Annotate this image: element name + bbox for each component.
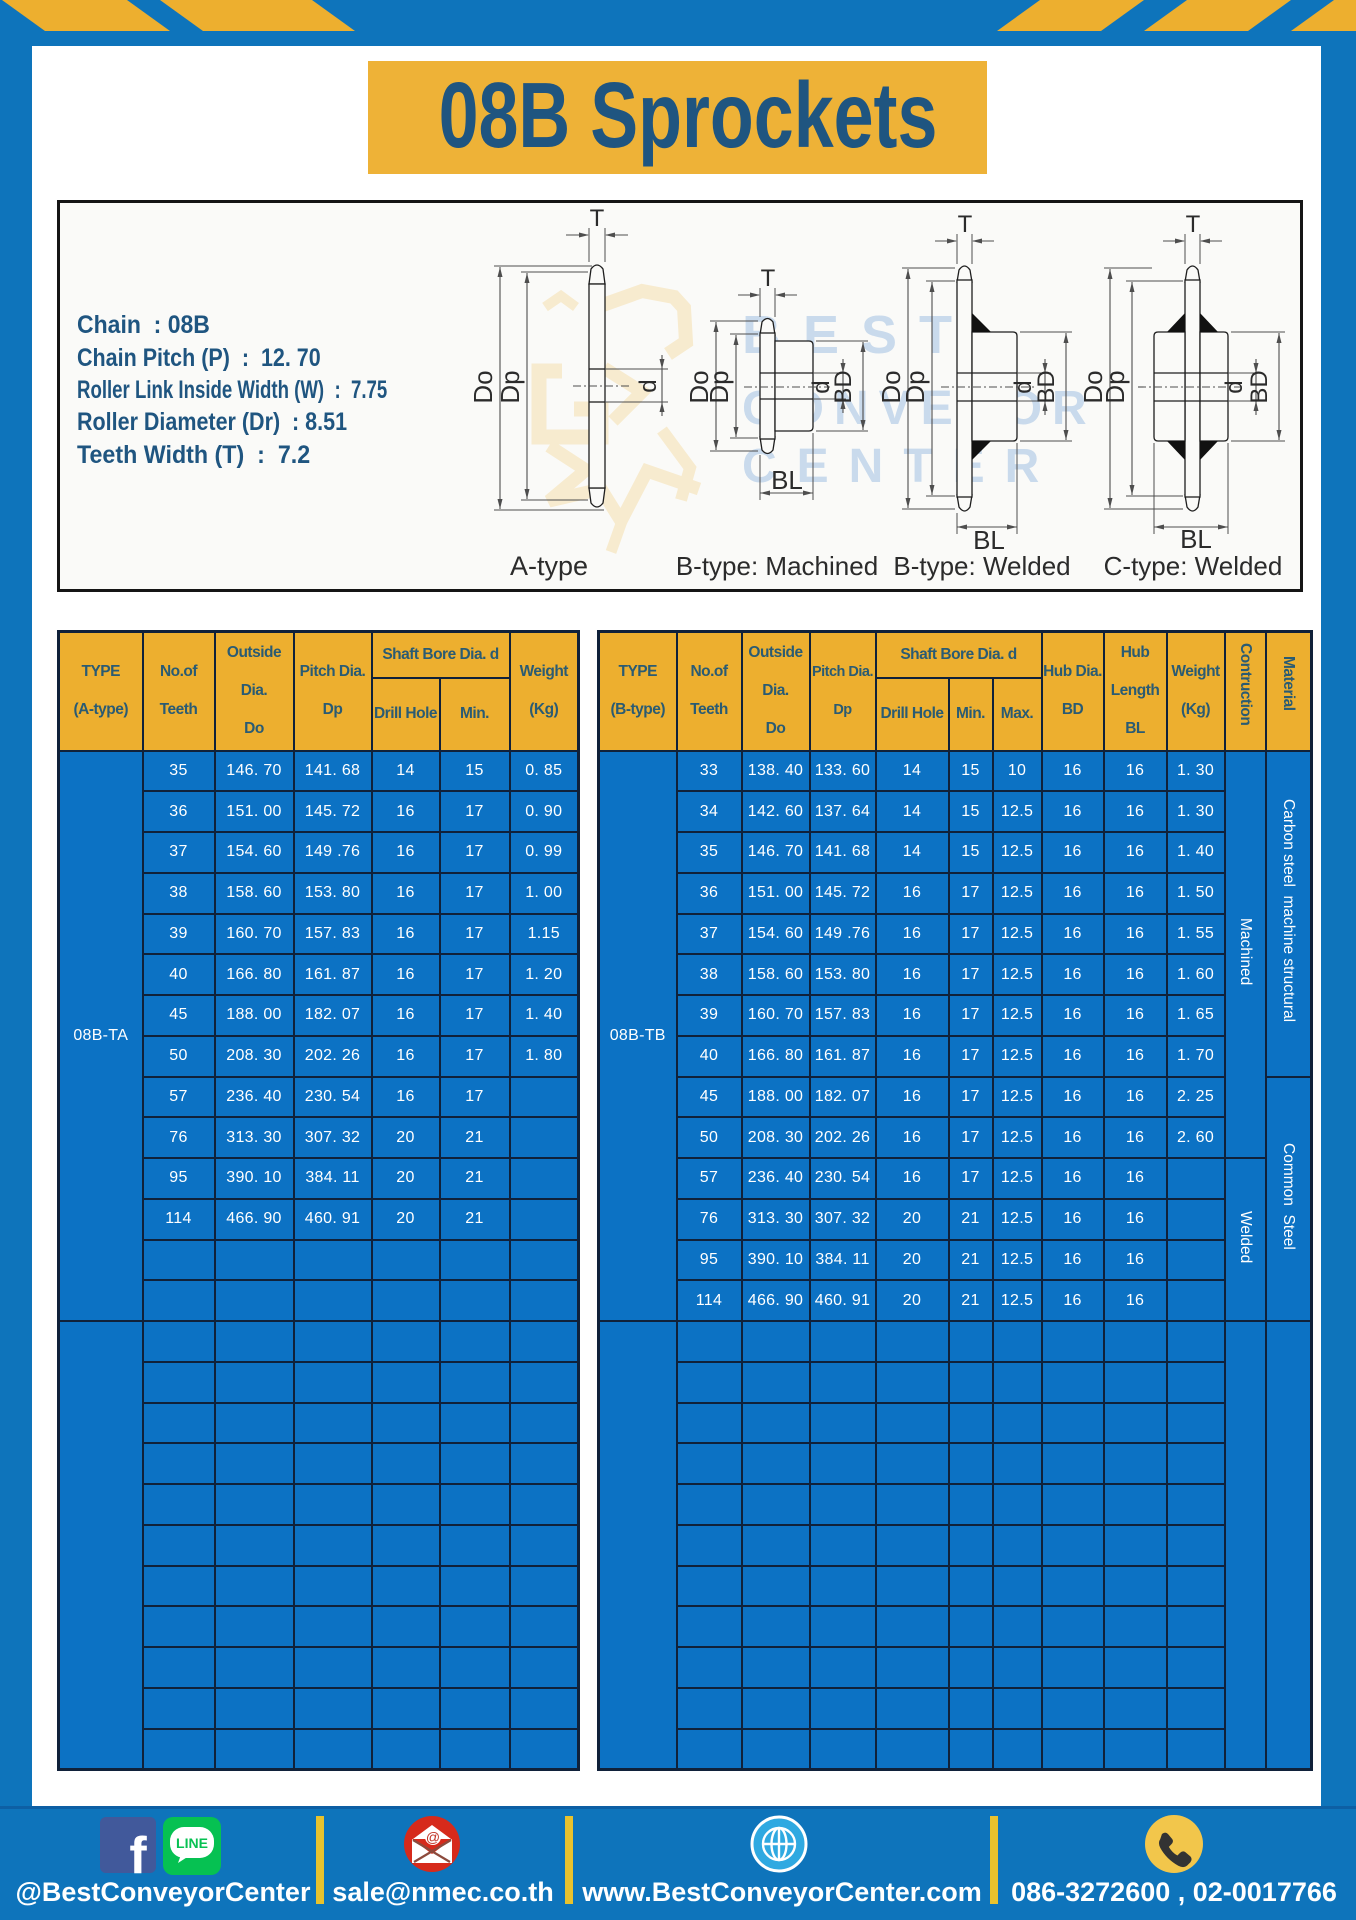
svg-text:T: T [761,265,776,292]
svg-text:B-type: Welded: B-type: Welded [893,551,1070,581]
svg-text:Dp: Dp [495,370,525,403]
svg-text:Do: Do [468,370,498,403]
svg-text:d: d [1010,380,1037,393]
svg-text:www.BestConveyorCenter.com: www.BestConveyorCenter.com [581,1877,982,1907]
svg-text:Do: Do [876,370,906,403]
svg-text:T: T [958,211,973,238]
svg-text:CENTER: CENTER [742,440,1059,493]
svg-text:d: d [808,380,835,393]
svg-text:Do: Do [1078,370,1108,403]
svg-text:BL: BL [1180,524,1212,554]
svg-text:f: f [129,1827,147,1885]
svg-text:d: d [635,379,662,392]
svg-text:T: T [1186,211,1201,238]
svg-text:Dp: Dp [1100,370,1130,403]
svg-text:LINE: LINE [176,1835,208,1851]
svg-text:BL: BL [973,525,1005,555]
svg-text:Dp: Dp [900,370,930,403]
svg-text:BD: BD [830,370,857,403]
svg-text:BD: BD [1033,370,1060,403]
svg-text:086-3272600 , 02-0017766: 086-3272600 , 02-0017766 [1011,1877,1337,1907]
svg-text:BD: BD [1246,370,1273,403]
svg-text:BL: BL [771,465,803,495]
svg-text:B-type: Machined: B-type: Machined [676,551,878,581]
svg-text:A-type: A-type [510,551,588,581]
svg-text:sale@nmec.co.th: sale@nmec.co.th [332,1877,553,1907]
svg-text:C-type: Welded: C-type: Welded [1104,551,1283,581]
svg-text:Do: Do [684,370,714,403]
svg-text:d: d [1221,380,1248,393]
svg-text:T: T [590,205,605,232]
svg-text:@BestConveyorCenter: @BestConveyorCenter [16,1877,311,1907]
svg-text:@: @ [426,1829,440,1845]
svg-text:Dp: Dp [704,370,734,403]
